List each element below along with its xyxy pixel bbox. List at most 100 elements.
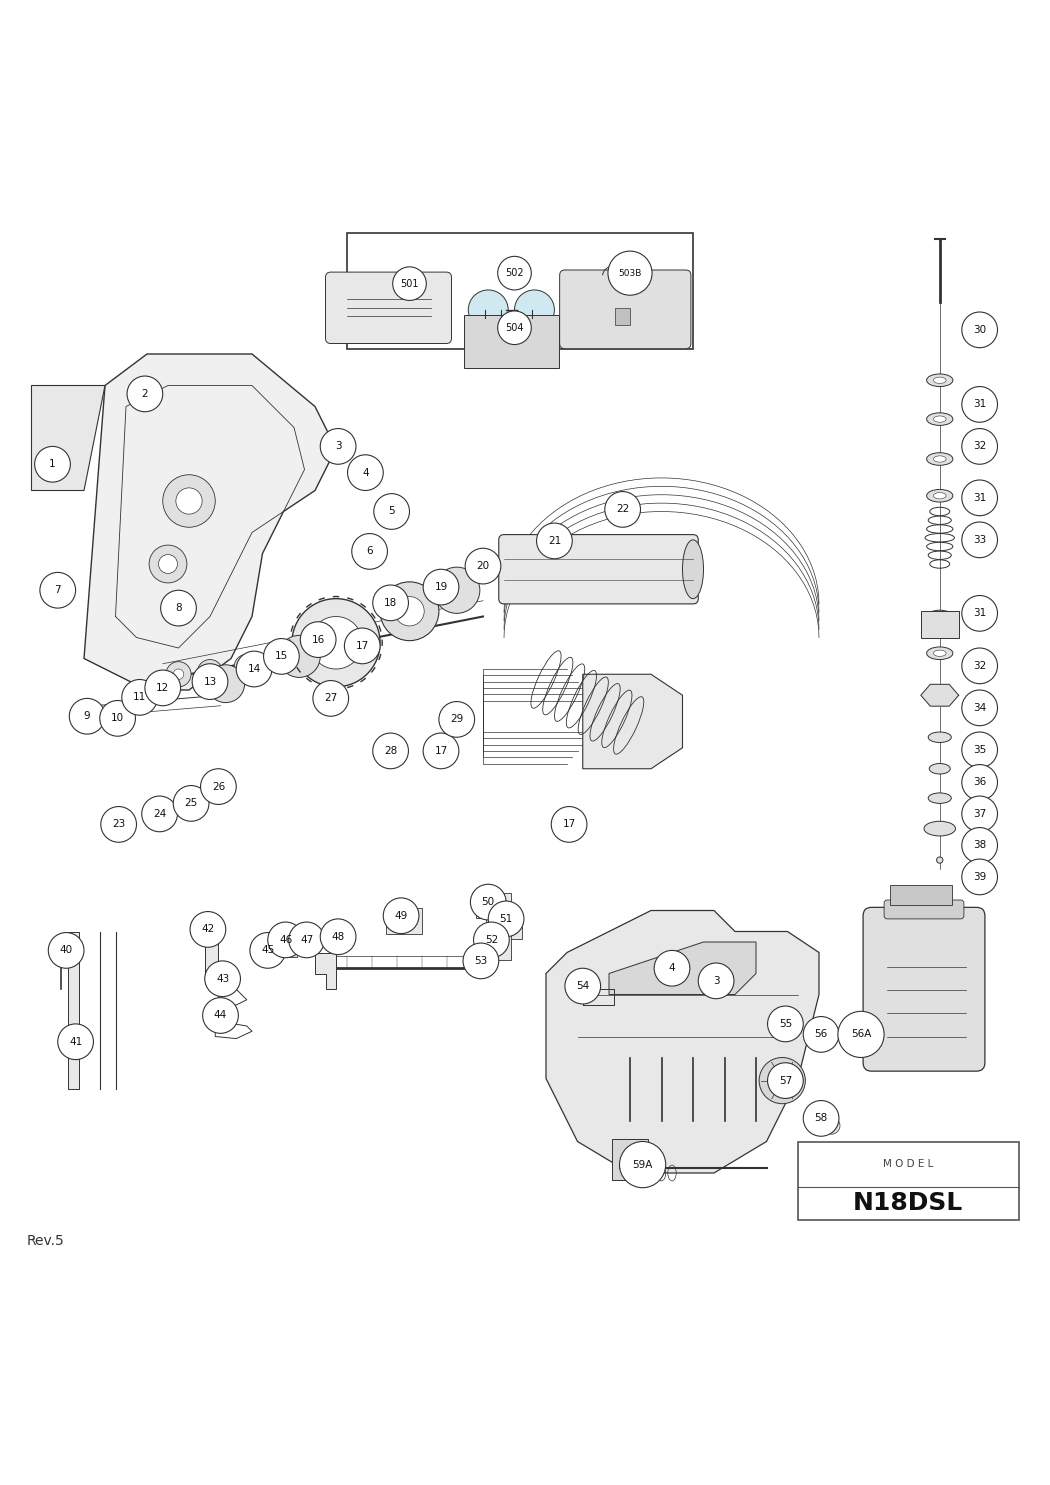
Ellipse shape bbox=[928, 793, 951, 803]
Text: 9: 9 bbox=[84, 711, 90, 722]
Circle shape bbox=[962, 765, 998, 800]
Circle shape bbox=[149, 545, 187, 584]
Circle shape bbox=[374, 493, 410, 529]
Text: 42: 42 bbox=[202, 924, 214, 934]
Circle shape bbox=[320, 919, 356, 955]
Circle shape bbox=[962, 480, 998, 515]
Text: 43: 43 bbox=[216, 974, 229, 983]
Ellipse shape bbox=[682, 541, 704, 598]
FancyBboxPatch shape bbox=[921, 612, 959, 637]
Circle shape bbox=[395, 597, 424, 627]
Circle shape bbox=[470, 884, 506, 919]
Circle shape bbox=[838, 1011, 884, 1057]
Text: 36: 36 bbox=[973, 778, 986, 787]
Ellipse shape bbox=[926, 490, 953, 502]
Text: 26: 26 bbox=[212, 781, 225, 792]
Circle shape bbox=[173, 786, 209, 821]
FancyBboxPatch shape bbox=[476, 934, 511, 959]
Text: 20: 20 bbox=[477, 561, 489, 572]
FancyBboxPatch shape bbox=[890, 885, 952, 906]
Text: N18DSL: N18DSL bbox=[853, 1191, 964, 1215]
Text: 32: 32 bbox=[973, 441, 986, 451]
Text: 57: 57 bbox=[779, 1075, 792, 1086]
Circle shape bbox=[498, 257, 531, 290]
Circle shape bbox=[962, 312, 998, 347]
Text: 58: 58 bbox=[815, 1114, 827, 1123]
Circle shape bbox=[962, 827, 998, 863]
Circle shape bbox=[236, 650, 272, 688]
FancyBboxPatch shape bbox=[615, 307, 630, 325]
Polygon shape bbox=[32, 386, 105, 490]
Circle shape bbox=[205, 667, 215, 677]
FancyBboxPatch shape bbox=[612, 1139, 648, 1181]
Circle shape bbox=[463, 943, 499, 979]
Circle shape bbox=[803, 1017, 839, 1053]
Text: 44: 44 bbox=[214, 1010, 227, 1020]
Text: 31: 31 bbox=[973, 609, 986, 618]
Text: 52: 52 bbox=[485, 936, 498, 944]
Ellipse shape bbox=[926, 453, 953, 465]
FancyBboxPatch shape bbox=[205, 916, 218, 985]
Text: 59A: 59A bbox=[632, 1160, 653, 1170]
Circle shape bbox=[348, 454, 383, 490]
Circle shape bbox=[803, 1100, 839, 1136]
Text: 50: 50 bbox=[482, 897, 495, 907]
Text: 502: 502 bbox=[505, 269, 524, 278]
Text: 28: 28 bbox=[384, 745, 397, 756]
Ellipse shape bbox=[926, 610, 953, 622]
Circle shape bbox=[962, 732, 998, 768]
Circle shape bbox=[962, 647, 998, 683]
Polygon shape bbox=[921, 685, 959, 707]
Text: 503B: 503B bbox=[618, 269, 642, 278]
Text: 53: 53 bbox=[475, 956, 487, 965]
Text: 15: 15 bbox=[275, 652, 288, 661]
Circle shape bbox=[962, 523, 998, 558]
Text: 14: 14 bbox=[248, 664, 260, 674]
Circle shape bbox=[310, 616, 362, 670]
Text: 22: 22 bbox=[616, 505, 629, 514]
Circle shape bbox=[205, 961, 240, 996]
Text: 34: 34 bbox=[973, 702, 986, 713]
Circle shape bbox=[962, 796, 998, 832]
Text: 1: 1 bbox=[49, 459, 56, 469]
Polygon shape bbox=[583, 674, 682, 769]
Text: 13: 13 bbox=[204, 677, 216, 686]
Circle shape bbox=[40, 572, 76, 607]
Circle shape bbox=[962, 691, 998, 726]
Text: 32: 32 bbox=[973, 661, 986, 671]
FancyBboxPatch shape bbox=[486, 913, 522, 939]
Circle shape bbox=[823, 1117, 840, 1135]
Text: 8: 8 bbox=[175, 603, 182, 613]
Circle shape bbox=[159, 554, 177, 573]
Circle shape bbox=[383, 898, 419, 934]
Polygon shape bbox=[84, 353, 336, 691]
Circle shape bbox=[380, 582, 439, 640]
Circle shape bbox=[145, 670, 181, 705]
FancyBboxPatch shape bbox=[346, 233, 693, 349]
Text: 5: 5 bbox=[388, 506, 395, 517]
Text: 10: 10 bbox=[111, 713, 124, 723]
Text: 40: 40 bbox=[60, 946, 72, 955]
Text: 16: 16 bbox=[312, 634, 324, 644]
Text: 56: 56 bbox=[815, 1029, 827, 1040]
Text: Rev.5: Rev.5 bbox=[26, 1234, 64, 1249]
Ellipse shape bbox=[926, 413, 953, 425]
Circle shape bbox=[35, 447, 70, 483]
Text: 35: 35 bbox=[973, 745, 986, 754]
FancyBboxPatch shape bbox=[326, 272, 452, 343]
Ellipse shape bbox=[933, 416, 946, 422]
Circle shape bbox=[203, 998, 238, 1034]
Circle shape bbox=[962, 429, 998, 465]
Text: 37: 37 bbox=[973, 809, 986, 818]
Circle shape bbox=[176, 489, 202, 514]
Circle shape bbox=[250, 933, 286, 968]
Circle shape bbox=[101, 806, 136, 842]
Text: 27: 27 bbox=[324, 693, 337, 704]
Circle shape bbox=[207, 665, 245, 702]
Text: 41: 41 bbox=[69, 1037, 82, 1047]
FancyBboxPatch shape bbox=[776, 1011, 794, 1032]
Circle shape bbox=[434, 567, 480, 613]
Circle shape bbox=[608, 251, 652, 296]
Ellipse shape bbox=[933, 456, 946, 462]
Circle shape bbox=[423, 734, 459, 769]
